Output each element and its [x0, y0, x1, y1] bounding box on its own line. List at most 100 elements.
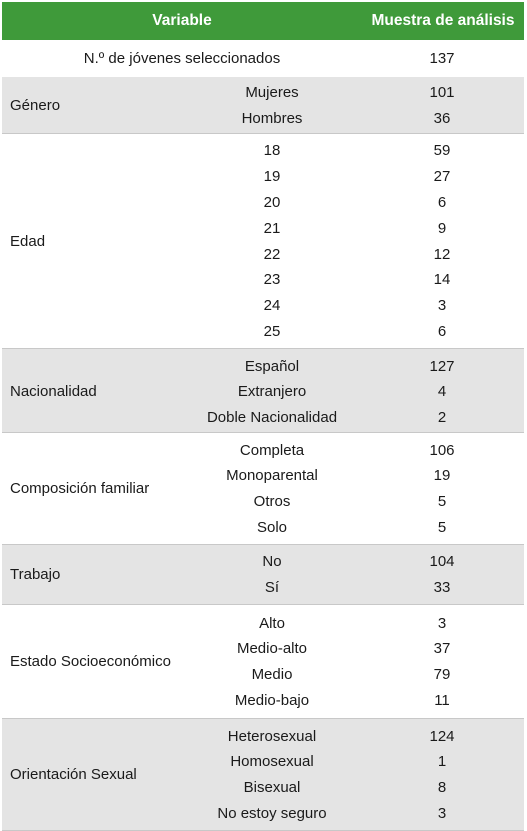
group-label: Trabajo [10, 566, 61, 584]
row-category: Sí [264, 579, 280, 596]
row-category: No estoy seguro [217, 804, 327, 822]
row-category: Completa [239, 441, 305, 459]
row-value: 6 [437, 193, 447, 211]
row-value: 3 [437, 614, 447, 632]
table-row: 22 12 [192, 241, 524, 267]
row-value: 37 [433, 640, 451, 658]
row-category: Hombres [241, 109, 303, 127]
table-row: Medio 79 [192, 662, 524, 688]
row-value: 127 [429, 357, 455, 375]
group-label: Edad [10, 232, 46, 250]
row-category: 18 [263, 142, 281, 160]
table-row: 20 6 [192, 190, 524, 216]
table-body: Género Mujeres 101 Hombres 36 Edad 18 59 19 27 20 6… [2, 77, 524, 831]
row-value: 3 [437, 297, 447, 315]
row-category: No [262, 553, 282, 571]
row-value: 11 [434, 691, 450, 709]
table-row: 25 6 [192, 319, 524, 345]
header-variable: Variable [152, 12, 212, 29]
table-group: Edad 18 59 19 27 20 6 21 9 22 12 23 14 24 3 25 6 [2, 133, 524, 348]
table-row: 23 14 [192, 267, 524, 293]
table-group: Nacionalidad Español 127 Extranjero 4 Doble N… [2, 348, 524, 433]
table-row: Extranjero 4 [192, 379, 524, 405]
row-category: Mujeres [245, 83, 299, 101]
row-value: 124 [429, 727, 455, 745]
row-category: 21 [263, 219, 281, 237]
table-row: 18 59 [192, 138, 524, 164]
row-category: Medio [251, 666, 293, 684]
row-value: 101 [429, 83, 455, 101]
table-row: Otros 5 [192, 489, 524, 515]
row-category: Extranjero [237, 383, 307, 401]
table-row: Medio-alto 37 [192, 636, 524, 662]
row-category: Medio-bajo [234, 691, 310, 709]
table-group: Composición familiar Completa 106 Monoparen… [2, 432, 524, 543]
table-row: 19 27 [192, 164, 524, 190]
row-category: Español [244, 357, 300, 375]
table-row: Medio-bajo 11 [192, 687, 524, 713]
table-row: Completa 106 [192, 437, 524, 463]
row-category: 23 [263, 271, 281, 289]
table-row: Doble Nacionalidad 2 [192, 405, 524, 431]
group-label: Composición familiar [10, 480, 150, 498]
table-row: Solo 5 [192, 514, 524, 540]
row-category: Bisexual [243, 779, 301, 797]
selected-label: N.º de jóvenes seleccionados [83, 50, 281, 67]
row-value: 27 [433, 168, 451, 186]
table-group: Género Mujeres 101 Hombres 36 [2, 77, 524, 133]
table-row: No estoy seguro 3 [192, 801, 524, 827]
row-value: 1 [437, 753, 447, 771]
table-row: Bisexual 8 [192, 775, 524, 801]
table-row: Mujeres 101 [192, 79, 524, 105]
table-row: Homosexual 1 [192, 749, 524, 775]
row-category: Doble Nacionalidad [206, 409, 338, 427]
row-value: 8 [437, 779, 447, 797]
group-label: Género [10, 96, 61, 114]
table-row: 24 3 [192, 293, 524, 319]
table-row: Alto 3 [192, 610, 524, 636]
row-category: 22 [263, 245, 281, 263]
row-category: 19 [263, 168, 281, 186]
row-value: 14 [433, 271, 451, 289]
row-value: 3 [437, 804, 447, 822]
row-value: 79 [433, 666, 451, 684]
selected-row: N.º de jóvenes seleccionados 137 [2, 40, 524, 77]
row-category: 24 [263, 297, 281, 315]
row-value: 36 [433, 109, 451, 127]
row-value: 19 [433, 467, 451, 485]
row-value: 106 [429, 441, 455, 459]
row-value: 33 [433, 579, 451, 596]
table-row: Monoparental 19 [192, 463, 524, 489]
row-category: Homosexual [230, 753, 314, 771]
group-label: Estado Socioeconómico [10, 653, 171, 671]
row-value: 6 [437, 322, 447, 340]
selected-value: 137 [429, 50, 455, 67]
group-label: Orientación Sexual [10, 766, 137, 784]
table-row: Hombres 36 [192, 105, 524, 131]
row-category: 25 [263, 322, 281, 340]
row-category: Solo [256, 518, 288, 536]
table-row: No 104 [192, 549, 524, 575]
row-category: Otros [253, 492, 291, 510]
row-value: 104 [429, 553, 455, 571]
row-category: Monoparental [226, 467, 318, 485]
table-row: Español 127 [192, 353, 524, 379]
table-row: Heterosexual 124 [192, 723, 524, 749]
row-value: 59 [433, 142, 451, 160]
row-value: 2 [437, 409, 447, 427]
row-category: Heterosexual [227, 727, 317, 745]
row-value: 4 [437, 383, 447, 401]
row-category: 20 [263, 193, 281, 211]
row-value: 12 [433, 245, 451, 263]
table-row: Sí 33 [192, 575, 524, 601]
table-row: 21 9 [192, 215, 524, 241]
row-category: Medio-alto [236, 640, 308, 658]
table-group: Trabajo No 104 Sí 33 [2, 543, 524, 605]
group-label: Nacionalidad [10, 383, 97, 401]
row-category: Alto [259, 614, 285, 632]
row-value: 5 [437, 518, 447, 536]
row-value: 9 [437, 219, 447, 237]
table-group: Estado Socioeconómico Alto 3 Medio-alto 37 Me… [2, 604, 524, 718]
table-header: Variable Muestra de análisis [2, 2, 524, 40]
